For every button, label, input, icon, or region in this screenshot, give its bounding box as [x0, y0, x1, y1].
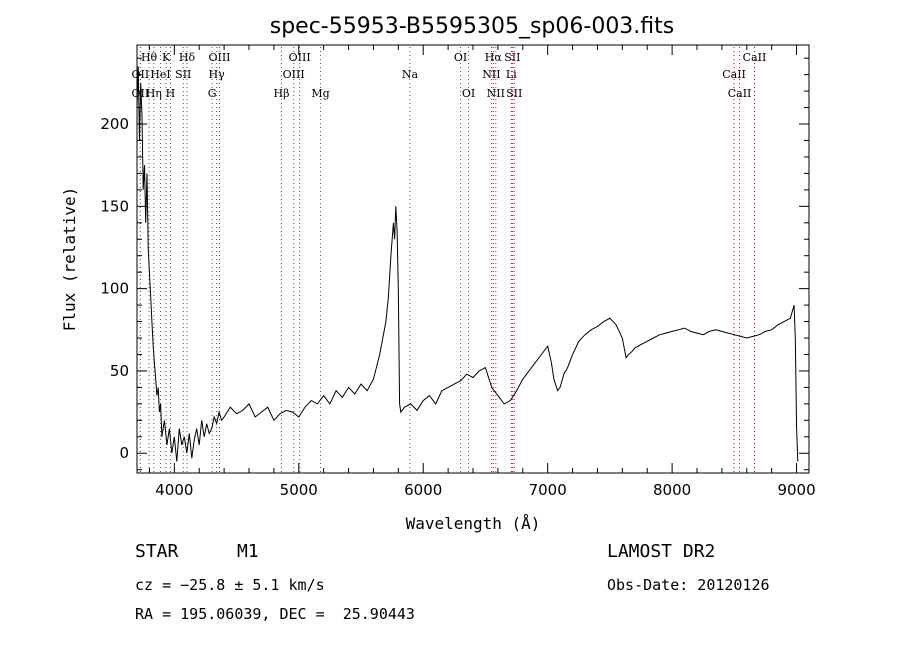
object-class: STAR	[135, 541, 179, 562]
x-tick-label: 9000	[777, 481, 815, 499]
spectral-line-label: CaII	[722, 68, 746, 81]
spectral-line-label: K	[162, 51, 171, 64]
y-tick-label: 150	[100, 197, 129, 215]
observation-date: Obs-Date: 20120126	[607, 576, 770, 594]
spectral-line-label: OIII	[208, 51, 230, 64]
x-tick-label: 5000	[280, 481, 318, 499]
spectral-line-label: SII	[175, 68, 191, 81]
x-tick-label: 6000	[404, 481, 442, 499]
spectral-line-label: Li	[506, 68, 517, 81]
object-subclass: M1	[237, 541, 259, 562]
spectral-line-label: OIII	[289, 51, 311, 64]
spectral-line-label: Hα	[485, 51, 503, 64]
spectral-line-label: Hθ	[141, 51, 158, 64]
spectral-line-label: G	[208, 87, 217, 100]
spectral-line-label: OI	[454, 51, 467, 64]
spectral-line-label: NII	[487, 87, 505, 100]
spectral-line-label: SII	[504, 51, 520, 64]
spectral-line-label: Mg	[311, 87, 329, 100]
y-axis-label: Flux (relative)	[60, 187, 79, 332]
plot-frame	[136, 44, 810, 474]
x-axis-ticks: 4000 5000 6000 7000 8000 9000	[148, 45, 816, 499]
spectral-line-label: CaII	[728, 87, 752, 100]
y-tick-label: 100	[100, 280, 129, 298]
redshift-readout: cz = −25.8 ± 5.1 km/s	[135, 576, 325, 594]
x-tick-label: 8000	[653, 481, 691, 499]
spectral-line-label: OIII	[283, 68, 305, 81]
chart-title: spec-55953-B5595305_sp06-003.fits	[270, 14, 675, 39]
y-tick-label: 0	[119, 444, 129, 462]
spectral-line-label: H	[166, 87, 176, 100]
spectral-line-label: OI	[462, 87, 475, 100]
spectral-line-label: Hη	[146, 87, 162, 100]
y-tick-label: 50	[110, 362, 129, 380]
x-axis-label: Wavelength (Å)	[406, 514, 541, 533]
spectral-line-label: Hβ	[274, 87, 290, 100]
spectrum-line	[136, 66, 799, 462]
plot-area	[136, 66, 799, 462]
spectral-line-label: SII	[506, 87, 522, 100]
coordinates-readout: RA = 195.06039, DEC = 25.90443	[135, 605, 415, 623]
y-tick-label: 200	[100, 115, 129, 133]
y-axis-ticks: 0 50 100 150 200	[100, 57, 809, 471]
x-tick-label: 4000	[155, 481, 193, 499]
spectral-line-label: HeI	[150, 68, 170, 81]
spectral-line-label: NII	[482, 68, 500, 81]
x-tick-label: 7000	[529, 481, 567, 499]
spectral-line-label: Hδ	[179, 51, 196, 64]
survey-name: LAMOST DR2	[607, 541, 716, 562]
spectral-line-label: Na	[402, 68, 419, 81]
spectral-line-label: CaII	[743, 51, 767, 64]
spectral-line-label: Hγ	[209, 68, 226, 81]
